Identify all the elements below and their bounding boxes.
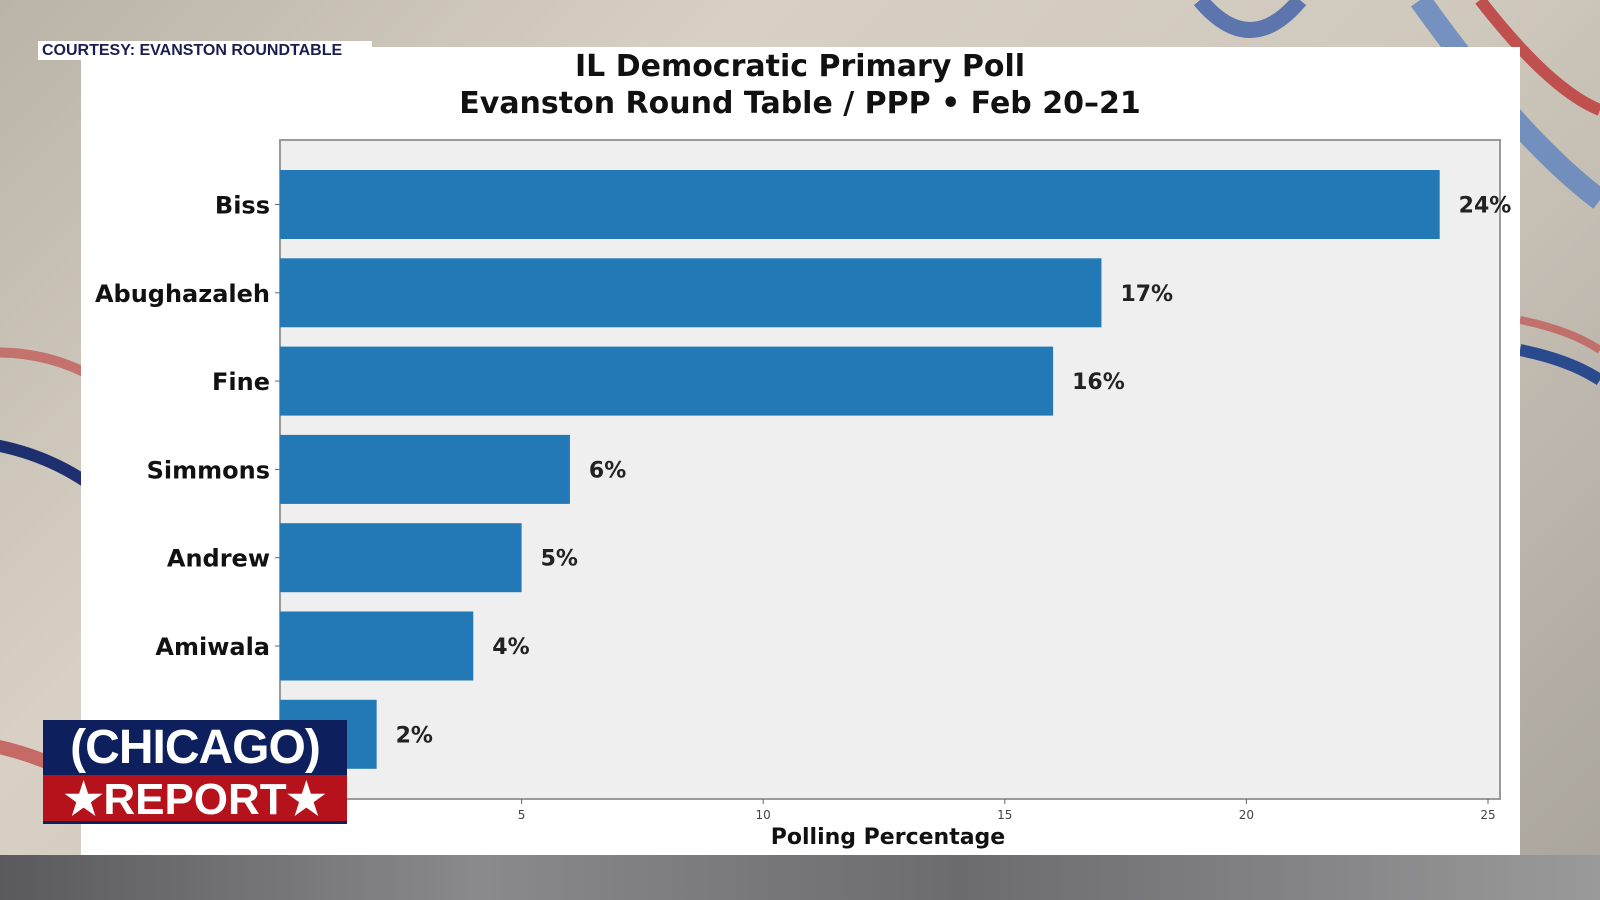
y-tick-label: Biss (215, 192, 270, 220)
y-tick-label: Fine (212, 368, 270, 396)
y-tick-label: Amiwala (155, 633, 270, 661)
chart-subtitle: Evanston Round Table / PPP • Feb 20–21 (459, 86, 1141, 121)
courtesy-label: COURTESY: EVANSTON ROUNDTABLE (38, 41, 372, 60)
x-tick-label: 20 (1239, 808, 1254, 822)
x-tick-label: 25 (1480, 808, 1495, 822)
x-tick-label: 5 (518, 808, 526, 822)
bar-simmons (280, 434, 570, 504)
chart-title: IL Democratic Primary Poll (574, 49, 1026, 84)
data-label: 4% (492, 635, 529, 660)
bar-abughazaleh (280, 258, 1102, 328)
bar-andrew (280, 523, 522, 593)
x-axis-label: Polling Percentage (771, 825, 1005, 850)
y-tick-label: Abughazaleh (95, 280, 270, 308)
logo-line1: (CHICAGO) (43, 720, 347, 775)
data-label: 6% (589, 458, 626, 483)
data-label: 17% (1120, 282, 1173, 307)
data-label: 2% (396, 723, 433, 748)
x-tick-label: 10 (756, 808, 771, 822)
y-tick-label: Andrew (167, 545, 270, 573)
data-label: 16% (1072, 370, 1125, 395)
y-tick-label: Simmons (147, 456, 270, 484)
background-strip (0, 855, 1600, 900)
logo-line2: ★REPORT★ (43, 775, 347, 824)
chicago-report-logo: (CHICAGO) ★REPORT★ (43, 720, 347, 824)
bar-fine (280, 346, 1054, 416)
x-tick-label: 15 (997, 808, 1012, 822)
data-label: 24% (1459, 194, 1512, 219)
bar-amiwala (280, 611, 474, 681)
data-label: 5% (541, 547, 578, 572)
bar-biss (280, 170, 1440, 239)
